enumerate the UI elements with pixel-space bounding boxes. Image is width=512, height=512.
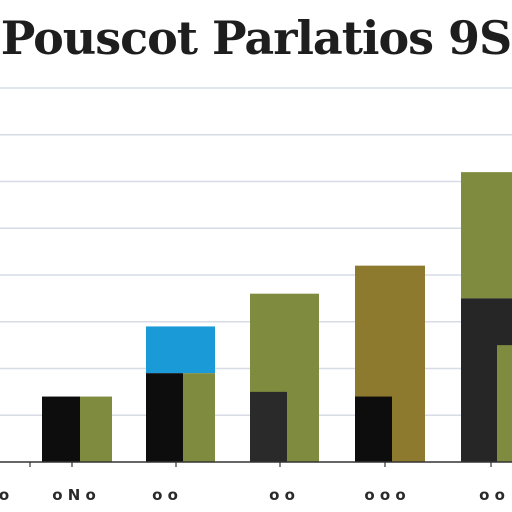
bar [355, 396, 392, 462]
chart-title: Pouscot Parlatios 9S [0, 11, 512, 65]
bar [146, 326, 215, 374]
bar [146, 373, 183, 462]
x-tick-label: o o [479, 486, 505, 504]
x-tick-label: o o o [364, 486, 405, 504]
x-tick-label: o o [269, 486, 295, 504]
bar [183, 373, 215, 462]
bar [497, 345, 512, 462]
bar [42, 396, 80, 462]
bar [250, 391, 287, 462]
bar [80, 396, 112, 462]
x-tick-label: o [0, 486, 9, 504]
x-tick-label: o o [152, 486, 178, 504]
bar [461, 172, 512, 299]
x-tick-label: o N o [52, 486, 96, 504]
